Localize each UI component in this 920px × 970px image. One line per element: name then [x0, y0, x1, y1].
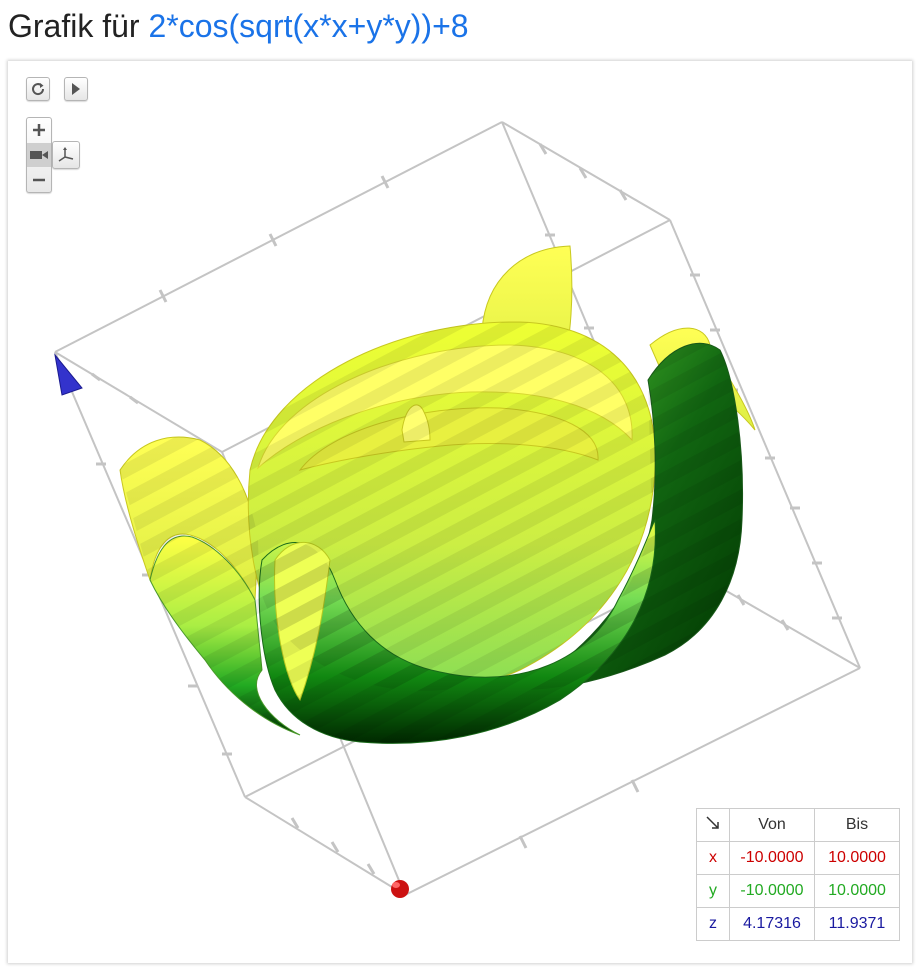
range-x-to[interactable]: 10.0000 — [814, 841, 900, 875]
surface-plot[interactable] — [8, 61, 912, 963]
range-x-from[interactable]: -10.0000 — [729, 841, 815, 875]
range-header-to: Bis — [814, 808, 900, 842]
range-row-x: x -10.0000 10.0000 — [696, 841, 900, 875]
camera-icon — [30, 151, 48, 159]
range-axis-label: y — [696, 874, 730, 908]
minus-icon — [33, 178, 45, 182]
function-link[interactable]: 2*cos(sqrt(x*x+y*y))+8 — [148, 8, 469, 44]
range-z-to[interactable]: 11.9371 — [814, 907, 900, 941]
arrow-down-right-icon — [706, 815, 719, 829]
zoom-in-button[interactable] — [27, 118, 51, 142]
play-icon — [72, 83, 80, 95]
range-z-from[interactable]: 4.17316 — [729, 907, 815, 941]
range-header-row: Von Bis — [696, 808, 900, 842]
reload-icon — [32, 83, 45, 96]
range-axis-label: x — [696, 841, 730, 875]
zoom-out-button[interactable] — [27, 168, 51, 192]
range-table: Von Bis x -10.0000 10.0000 y -10.0000 10… — [696, 808, 900, 941]
range-row-z: z 4.17316 11.9371 — [696, 907, 900, 941]
axis-ticks — [91, 143, 842, 875]
surface-mesh — [119, 245, 756, 744]
title-prefix: Grafik für — [8, 8, 140, 44]
animate-button[interactable] — [64, 77, 88, 101]
zoom-control — [26, 117, 52, 193]
camera-mode-button[interactable] — [27, 143, 51, 167]
graph-canvas[interactable]: Von Bis x -10.0000 10.0000 y -10.0000 10… — [8, 61, 912, 963]
plus-icon — [33, 124, 45, 136]
range-y-from[interactable]: -10.0000 — [729, 874, 815, 908]
range-header-from: Von — [729, 808, 815, 842]
range-y-to[interactable]: 10.0000 — [814, 874, 900, 908]
range-row-y: y -10.0000 10.0000 — [696, 874, 900, 908]
axes-icon — [58, 147, 74, 162]
reset-view-button[interactable] — [26, 77, 50, 101]
x-axis-marker — [391, 880, 409, 898]
range-axis-label: z — [696, 907, 730, 941]
z-axis-marker — [54, 353, 83, 396]
axes-toggle-button[interactable] — [52, 141, 80, 169]
page-title: Grafik für 2*cos(sqrt(x*x+y*y))+8 — [8, 4, 469, 48]
range-corner-cell[interactable] — [696, 808, 730, 842]
